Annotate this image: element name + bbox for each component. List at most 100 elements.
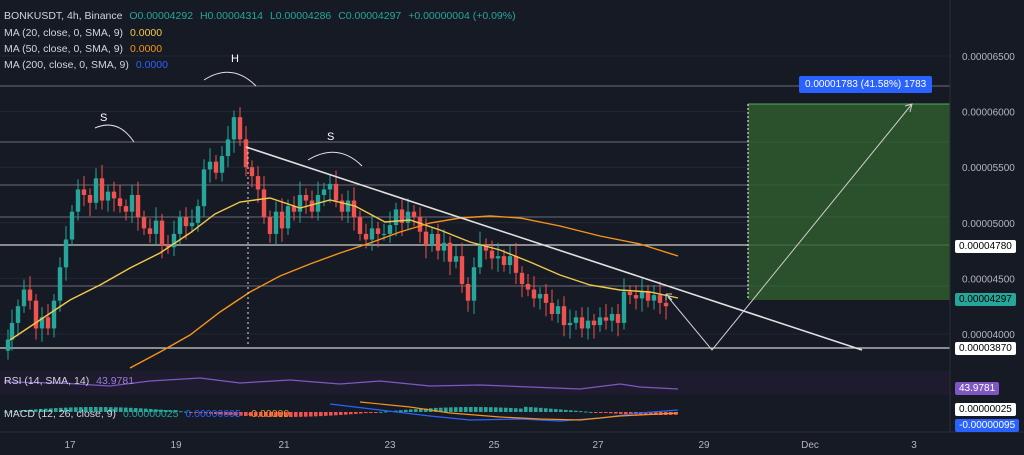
macd-bar (614, 412, 618, 414)
target-zone (748, 104, 950, 300)
macd-bar (289, 412, 293, 417)
candle-body (651, 295, 657, 301)
rsi-value: 43.9781 (96, 375, 135, 387)
macd-bar (134, 408, 138, 412)
macd-bar (204, 412, 208, 414)
macd-bar (69, 407, 73, 412)
candle-body (123, 206, 129, 212)
candle-body (387, 225, 393, 234)
candle-body (201, 169, 207, 207)
macd-bar (339, 412, 343, 415)
macd-bar (119, 407, 123, 412)
candle-body (501, 256, 507, 266)
macd-line (329, 403, 679, 422)
macd-bar (159, 409, 163, 412)
current-price-tag: 0.00004297 (955, 293, 1016, 306)
macd-bar (589, 411, 593, 413)
candle-body (309, 200, 315, 212)
candle-body (447, 242, 453, 262)
macd-bar (264, 412, 268, 417)
candle-body (465, 283, 471, 301)
candle-body (441, 242, 447, 251)
macd-bar (304, 412, 308, 417)
candle-body (633, 295, 639, 299)
macd-bar (179, 411, 183, 413)
macd-bar (374, 412, 378, 413)
macd-bar (499, 407, 503, 412)
candle-body (225, 139, 231, 157)
ma50-legend[interactable]: MA (50, close, 0, SMA, 9) 0.0000 (4, 43, 166, 55)
candle-body (81, 189, 87, 195)
macd-bar (34, 409, 38, 412)
macd-bar (29, 409, 33, 412)
macd-bar (54, 408, 58, 412)
macd-line-value: 0.00000095 (185, 408, 241, 420)
macd-bar (484, 407, 488, 412)
target-measure-label: 0.00001783 (41.58%) 1783 (799, 76, 933, 93)
macd-bar (604, 412, 608, 413)
time-axis-label: 29 (698, 440, 710, 451)
macd-bar (224, 412, 228, 415)
macd-bar (314, 412, 318, 417)
macd-bar (434, 407, 438, 412)
macd-bar (609, 412, 613, 414)
candle-body (273, 211, 279, 234)
macd-bar (9, 411, 13, 413)
candle-body (489, 250, 495, 259)
macd-bar (579, 411, 583, 413)
macd-bar (409, 409, 413, 412)
macd-bar (644, 412, 648, 415)
candle-body (159, 220, 165, 246)
candle-body (45, 317, 51, 329)
head-arrow (203, 71, 257, 87)
price-axis-label: 0.00004000 (962, 330, 1015, 341)
candle-body (261, 189, 267, 218)
ma20-legend[interactable]: MA (20, close, 0, SMA, 9) 0.0000 (4, 27, 166, 39)
candle-body (195, 206, 201, 223)
ma200-legend[interactable]: MA (200, close, 0, SMA, 9) 0.0000 (4, 59, 172, 71)
macd-bar (169, 410, 173, 412)
macd-bar (184, 411, 188, 413)
macd-bar (479, 407, 483, 412)
macd-bar (594, 412, 598, 413)
macd-bar (164, 410, 168, 412)
candle-body (51, 300, 57, 329)
candle-body (435, 233, 441, 251)
macd-bar (424, 408, 428, 412)
price-axis-label: 0.00006500 (962, 52, 1015, 63)
candle-body (243, 139, 249, 168)
low-value: L0.00004286 (269, 10, 332, 22)
macd-bar (349, 412, 353, 415)
macd-bar (569, 410, 573, 412)
candle-body (513, 256, 519, 273)
macd-legend[interactable]: MACD (12, 26, close, 9) 0.00000025 0.000… (4, 408, 293, 420)
left-shoulder-arrow (94, 124, 135, 143)
price-axis-label: 0.00005000 (962, 219, 1015, 230)
macd-bar (194, 412, 198, 413)
candle-body (603, 317, 609, 321)
candle-body (303, 195, 309, 201)
change-value: +0.00000004 (+0.09%) (408, 10, 516, 22)
candle-body (591, 320, 597, 326)
candle-body (171, 233, 177, 248)
head-label: H (231, 53, 239, 65)
candle-body (555, 306, 561, 314)
macd-bar (624, 412, 628, 415)
candle-body (543, 293, 549, 303)
macd-bar (369, 412, 373, 413)
ma200-label: MA (200, close, 0, SMA, 9) (4, 59, 129, 71)
ohlc-header: BONKUSDT, 4h, Binance O0.00004292 H0.000… (4, 10, 520, 22)
candle-body (291, 206, 297, 212)
rsi-legend[interactable]: RSI (14, SMA, 14) 43.9781 (4, 375, 138, 387)
candle-body (519, 272, 525, 284)
candle-body (33, 300, 39, 329)
time-axis-label: 3 (911, 440, 917, 451)
macd-bar (259, 412, 263, 417)
macd-bar (544, 408, 548, 412)
candle-body (429, 233, 435, 246)
macd-bar (519, 408, 523, 412)
macd-bar (279, 412, 283, 417)
macd-bar (154, 409, 158, 412)
candle-body (639, 291, 645, 299)
